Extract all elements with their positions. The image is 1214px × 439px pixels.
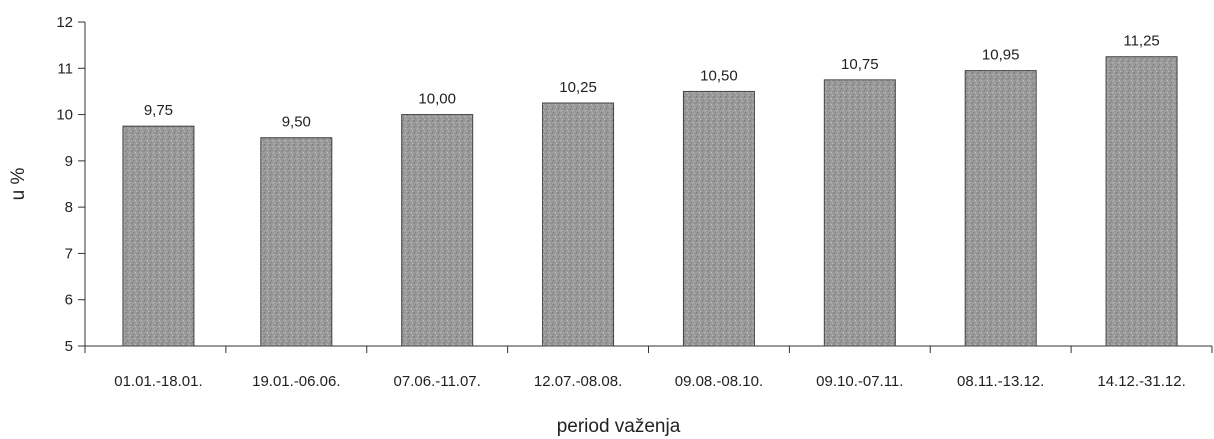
x-tick-label: 14.12.-31.12.	[1097, 373, 1185, 390]
y-tick-label: 9	[65, 153, 73, 170]
data-label: 10,25	[559, 79, 597, 96]
bar	[682, 90, 755, 347]
y-tick-label: 10	[56, 107, 73, 124]
x-axis-title: period važenja	[557, 416, 681, 437]
x-tick-label: 19.01.-06.06.	[252, 373, 340, 390]
bar	[964, 70, 1037, 347]
bar	[542, 102, 615, 347]
y-tick-label: 7	[65, 245, 73, 262]
y-axis-title: u %	[8, 168, 29, 201]
bar	[1105, 56, 1178, 347]
x-tick-label: 09.10.-07.11.	[816, 373, 903, 390]
x-tick-label: 01.01.-18.01.	[114, 373, 202, 390]
x-tick-label: 09.08.-08.10.	[675, 373, 763, 390]
bar	[122, 125, 195, 347]
bars	[122, 56, 1178, 347]
y-tick-label: 8	[65, 199, 73, 216]
y-tick-label: 5	[65, 338, 73, 355]
bar	[260, 137, 333, 347]
bar	[401, 114, 474, 347]
bar	[823, 79, 896, 347]
data-label: 9,75	[144, 102, 173, 119]
y-tick-label: 12	[56, 14, 73, 31]
y-axis: 5 6 7 8 9 10 11 12	[56, 14, 86, 355]
x-tick-label: 12.07.-08.08.	[534, 373, 622, 390]
data-labels: 9,75 9,50 10,00 10,25 10,50 10,75 10,95 11,25	[144, 33, 1160, 131]
data-label: 10,75	[841, 56, 879, 73]
data-label: 10,00	[418, 91, 456, 108]
y-tick-label: 11	[57, 60, 73, 77]
x-tick-label: 07.06.-11.07.	[394, 373, 481, 390]
x-axis: 01.01.-18.01. 19.01.-06.06. 07.06.-11.07. 1…	[84, 345, 1213, 390]
data-label: 9,50	[282, 114, 311, 131]
data-label: 11,25	[1123, 33, 1159, 50]
data-label: 10,95	[982, 47, 1020, 64]
x-tick-label: 08.11.-13.12.	[957, 373, 1044, 390]
y-tick-label: 6	[65, 292, 73, 309]
data-label: 10,50	[700, 67, 738, 84]
